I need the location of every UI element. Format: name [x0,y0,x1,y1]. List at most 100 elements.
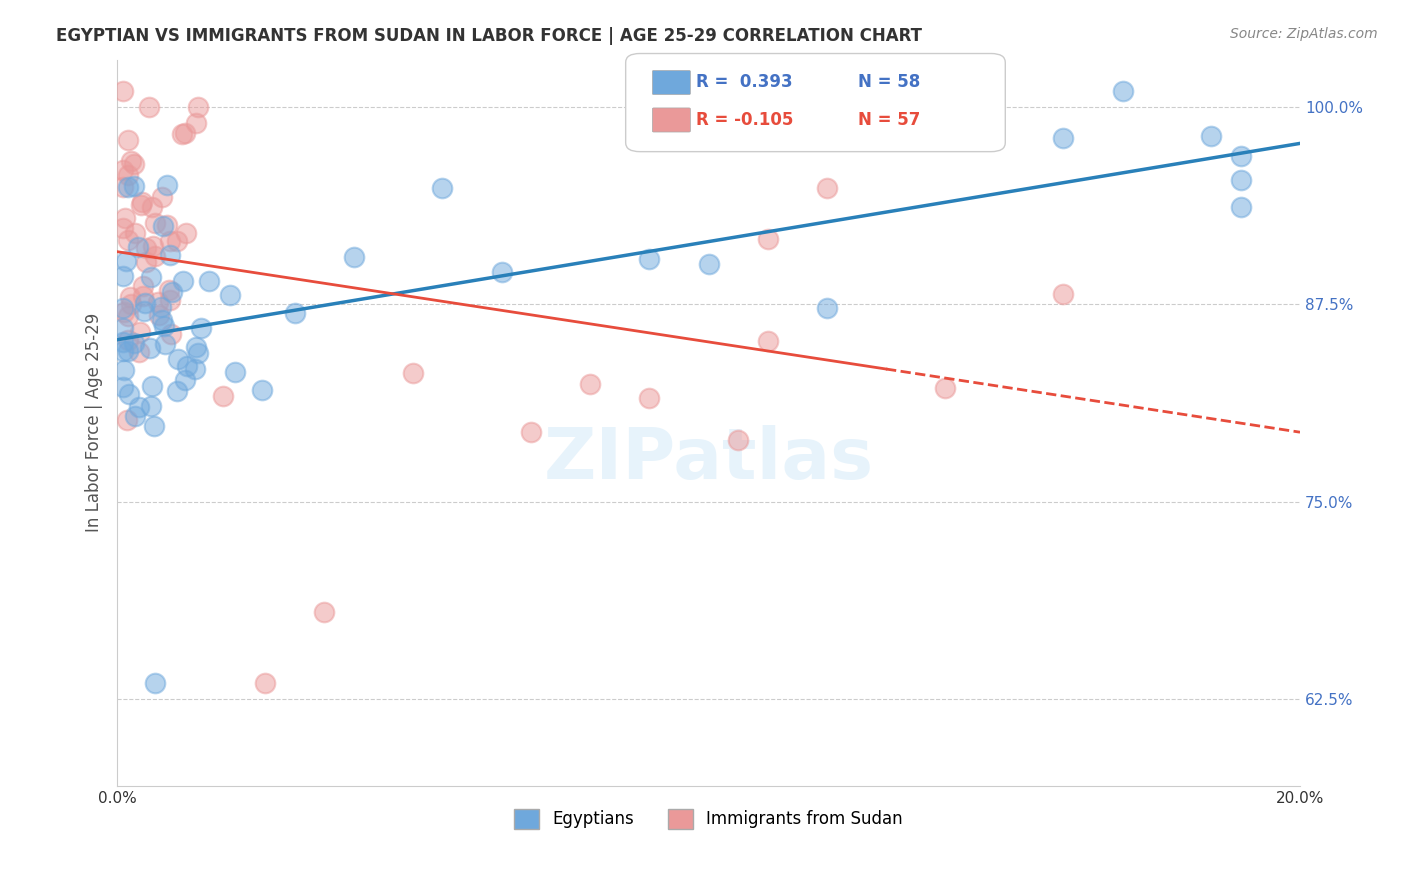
Point [127,240,149,254]
Point [143,676,166,690]
Point [135,241,157,255]
Point [252,383,274,397]
Point [143,419,166,434]
Y-axis label: In Labor Force | Age 25-29: In Labor Force | Age 25-29 [86,313,103,533]
Point [520,425,543,439]
Point [491,265,513,279]
Point [135,255,157,269]
Point [166,234,188,248]
Point [132,289,155,303]
Point [314,605,336,619]
Point [142,239,165,253]
Point [1230,148,1253,162]
Point [159,293,181,307]
Text: N = 57: N = 57 [858,111,920,128]
Point [114,211,136,226]
Point [153,337,176,351]
Point [432,180,454,194]
Point [212,389,235,403]
Point [184,116,207,130]
Point [1052,131,1074,145]
Text: ZIPatlas: ZIPatlas [544,425,873,493]
Point [155,219,177,233]
Text: N = 58: N = 58 [858,73,920,91]
Point [166,384,188,398]
Point [138,100,160,114]
Point [149,300,172,314]
Point [190,321,212,335]
Point [112,162,135,177]
Point [756,334,779,348]
Point [139,341,162,355]
Point [756,232,779,246]
Point [117,133,139,147]
Point [146,295,169,310]
Point [114,363,136,377]
Point [815,181,838,195]
Point [815,301,838,316]
Point [176,226,198,240]
Point [638,252,661,266]
Point [143,249,166,263]
Point [159,234,181,248]
Point [254,676,277,690]
Point [129,197,152,211]
Point [115,413,138,427]
Point [934,381,956,395]
Text: R = -0.105: R = -0.105 [696,111,793,128]
Point [1230,200,1253,214]
Point [120,289,142,303]
Point [172,127,194,141]
Point [122,157,145,171]
Point [143,216,166,230]
Point [186,340,208,354]
Point [198,274,221,288]
Point [1201,128,1223,143]
Point [141,269,163,284]
Point [122,178,145,193]
Point [118,386,141,401]
Point [141,379,163,393]
Text: EGYPTIAN VS IMMIGRANTS FROM SUDAN IN LABOR FORCE | AGE 25-29 CORRELATION CHART: EGYPTIAN VS IMMIGRANTS FROM SUDAN IN LAB… [56,27,922,45]
Text: Source: ZipAtlas.com: Source: ZipAtlas.com [1230,27,1378,41]
Point [128,345,150,359]
Point [219,287,242,301]
Point [1111,84,1133,98]
Point [112,334,135,349]
Point [402,366,425,380]
Point [166,351,188,366]
Point [224,365,246,379]
Point [173,373,195,387]
Point [152,219,174,233]
Point [156,178,179,193]
Point [112,380,135,394]
Point [187,100,209,114]
Point [129,325,152,339]
Point [1052,287,1074,301]
Point [160,326,183,341]
Point [117,179,139,194]
Point [176,359,198,374]
Point [150,313,173,327]
Point [112,321,135,335]
Point [128,401,150,415]
Point [120,297,142,311]
Point [141,399,163,413]
Point [122,335,145,350]
Point [187,346,209,360]
Point [112,220,135,235]
Point [134,303,156,318]
Point [159,248,181,262]
Point [727,434,749,448]
Point [112,301,135,316]
Point [117,309,139,323]
Point [160,285,183,299]
Point [124,409,146,424]
Point [150,189,173,203]
Point [152,318,174,333]
Text: R =  0.393: R = 0.393 [696,73,793,91]
Point [131,279,153,293]
Legend: Egyptians, Immigrants from Sudan: Egyptians, Immigrants from Sudan [508,802,910,836]
Point [112,179,135,194]
Point [117,333,139,347]
